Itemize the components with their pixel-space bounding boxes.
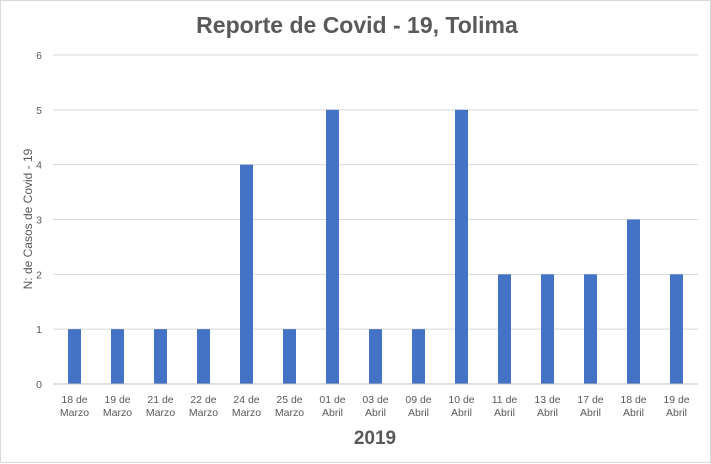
x-tick-label: 18 de Abril bbox=[620, 394, 646, 419]
bar bbox=[326, 109, 339, 384]
x-tick-label: 01 de Abril bbox=[319, 394, 345, 419]
bar bbox=[627, 219, 640, 384]
x-tick-label: 19 de Abril bbox=[663, 394, 689, 419]
y-tick-label: 6 bbox=[36, 50, 42, 62]
y-tick-label: 1 bbox=[36, 324, 42, 336]
y-axis-title: N: de Casos de Covid - 19 bbox=[21, 148, 35, 289]
bar bbox=[111, 329, 124, 384]
x-tick-label: 22 de Marzo bbox=[189, 394, 218, 419]
x-tick-label: 25 de Marzo bbox=[275, 394, 304, 419]
x-tick-label: 11 de Abril bbox=[492, 394, 518, 419]
bar bbox=[283, 329, 296, 384]
x-tick-label: 10 de Abril bbox=[448, 394, 474, 419]
x-tick-label: 19 de Marzo bbox=[103, 394, 132, 419]
bar bbox=[584, 274, 597, 384]
bar bbox=[670, 274, 683, 384]
bar bbox=[68, 329, 81, 384]
x-tick-label: 18 de Marzo bbox=[60, 394, 89, 419]
bar bbox=[455, 109, 468, 384]
x-tick-label: 13 de Abril bbox=[534, 394, 560, 419]
bar bbox=[541, 274, 554, 384]
x-tick-label: 17 de Abril bbox=[577, 394, 603, 419]
x-axis-ticks: 18 de Marzo 19 de Marzo 21 de Marzo 22 de Marzo… bbox=[60, 394, 690, 419]
bar bbox=[498, 274, 511, 384]
x-tick-label: 09 de Abril bbox=[405, 394, 431, 419]
bar bbox=[369, 329, 382, 384]
y-axis-ticks: 0 1 2 3 4 5 6 bbox=[36, 50, 42, 391]
x-tick-label: 21 de Marzo bbox=[146, 394, 175, 419]
bars bbox=[68, 109, 683, 384]
y-tick-label: 4 bbox=[36, 160, 42, 172]
y-tick-label: 5 bbox=[36, 105, 42, 117]
bar bbox=[154, 329, 167, 384]
x-axis-title: 2019 bbox=[354, 428, 396, 449]
bar bbox=[197, 329, 210, 384]
x-tick-label: 24 de Marzo bbox=[232, 394, 261, 419]
bar bbox=[240, 164, 253, 384]
y-tick-label: 2 bbox=[36, 269, 42, 281]
bar bbox=[412, 329, 425, 384]
gridlines bbox=[53, 54, 698, 330]
x-tick-label: 03 de Abril bbox=[362, 394, 388, 419]
y-tick-label: 0 bbox=[36, 379, 42, 391]
chart-title: Reporte de Covid - 19, Tolima bbox=[196, 12, 518, 38]
y-tick-label: 3 bbox=[36, 215, 42, 227]
